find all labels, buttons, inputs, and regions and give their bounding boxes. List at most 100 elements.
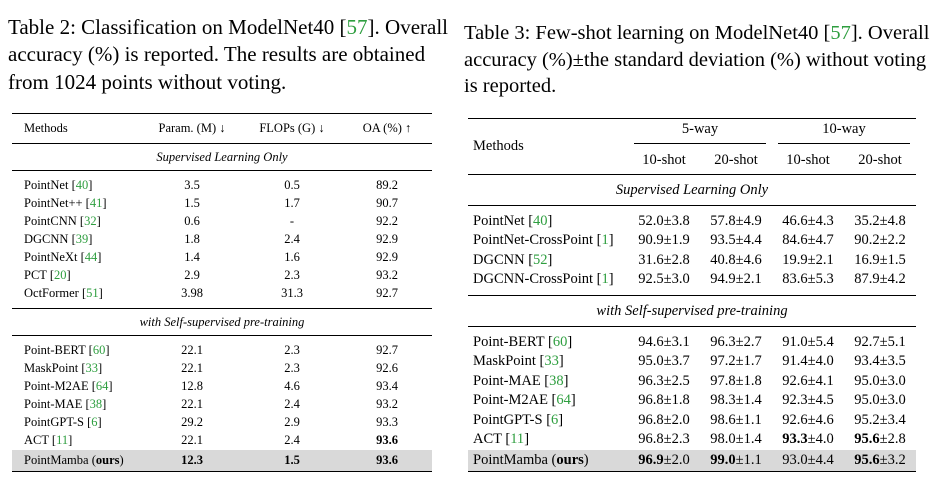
- header-5-way: 5-way: [628, 118, 772, 147]
- citation-link[interactable]: 11: [56, 433, 69, 447]
- header-10-way: 10-way: [772, 118, 916, 147]
- flops-value: 1.7: [284, 196, 300, 210]
- method-name: ACT [11]: [473, 431, 530, 448]
- citation-link[interactable]: 38: [89, 397, 103, 411]
- few-shot-table: Methods 5-way 10-way 10-shot 20-shot 10-…: [468, 118, 916, 472]
- score-value: 19.9±2.1: [782, 251, 834, 268]
- table-row: ACT [11] 96.8±2.3 98.0±1.4 93.3±4.0 95.6±2.8: [468, 430, 916, 450]
- score-value: 93.0±4.4: [772, 449, 844, 472]
- score-value: 92.3±4.5: [782, 392, 834, 409]
- method-name: MaskPoint [33]: [24, 361, 103, 375]
- header-methods: Methods: [468, 118, 628, 175]
- oa-value: 92.2: [376, 214, 398, 228]
- table-row: PointNet++ [41] 1.5 1.7 90.7: [12, 195, 432, 213]
- table-subheader-row: 10-shot 20-shot 10-shot 20-shot: [468, 147, 916, 175]
- citation-link[interactable]: 57: [830, 22, 851, 44]
- citation-link[interactable]: 38: [549, 372, 564, 389]
- table-row: PointGPT-S [6] 29.2 2.9 93.3: [12, 414, 432, 432]
- param-value: 12.3: [142, 449, 242, 472]
- method-name: PointMamba (ours): [12, 449, 142, 472]
- flops-value: 2.4: [284, 232, 300, 246]
- score-value: 96.8±1.8: [638, 392, 690, 409]
- param-value: 22.1: [181, 397, 203, 411]
- score-value: 95.0±3.0: [854, 372, 906, 389]
- citation-link[interactable]: 60: [552, 333, 568, 350]
- citation-link[interactable]: 64: [95, 379, 109, 393]
- flops-value: 2.3: [284, 343, 300, 357]
- score-value: 90.2±2.2: [854, 232, 906, 249]
- oa-value: 92.7: [376, 286, 398, 300]
- method-name: PointMamba (ours): [468, 449, 628, 472]
- oa-value: 93.2: [376, 268, 398, 282]
- oa-value: 92.9: [376, 232, 398, 246]
- citation-link[interactable]: 11: [510, 431, 525, 448]
- score-value: 94.6±3.1: [638, 333, 690, 350]
- param-value: 22.1: [181, 433, 203, 447]
- score-value: 99.0±1.1: [700, 449, 772, 472]
- citation-link[interactable]: 6: [551, 411, 559, 428]
- citation-link[interactable]: 51: [86, 286, 99, 300]
- oa-value: 89.2: [376, 178, 398, 192]
- table-row: ACT [11] 22.1 2.4 93.6: [12, 432, 432, 450]
- param-value: 1.5: [184, 196, 200, 210]
- citation-link[interactable]: 52: [533, 251, 548, 268]
- method-name: PointCNN [32]: [24, 214, 101, 228]
- section-supervised: Supervised Learning Only: [12, 143, 432, 171]
- citation-link[interactable]: 40: [75, 178, 89, 192]
- section-supervised: Supervised Learning Only: [468, 174, 916, 206]
- citation-link[interactable]: 41: [89, 196, 103, 210]
- citation-link[interactable]: 1: [601, 232, 609, 249]
- table-header-row: Methods Param. (M) ↓ FLOPs (G) ↓ OA (%) …: [12, 113, 432, 144]
- method-name: PointNet-CrossPoint [1]: [473, 232, 614, 249]
- citation-link[interactable]: 64: [556, 392, 571, 409]
- oa-value: 92.9: [376, 250, 398, 264]
- table-row: Point-MAE [38] 96.3±2.5 97.8±1.8 92.6±4.1 95…: [468, 372, 916, 392]
- flops-value: 31.3: [281, 286, 303, 300]
- method-name: Point-BERT [60]: [24, 343, 110, 357]
- flops-value: 1.6: [284, 250, 300, 264]
- table-header-row: Methods 5-way 10-way: [468, 118, 916, 175]
- table-row: PointNeXt [44] 1.4 1.6 92.9: [12, 249, 432, 267]
- method-name: PCT [20]: [24, 268, 71, 282]
- method-name: MaskPoint [33]: [473, 353, 564, 370]
- method-name: DGCNN [39]: [24, 232, 93, 246]
- table-row: PointNet [40] 52.0±3.8 57.8±4.9 46.6±4.3 35.…: [468, 212, 916, 232]
- score-value: 57.8±4.9: [710, 212, 762, 229]
- param-value: 1.8: [184, 232, 200, 246]
- citation-link[interactable]: 1: [601, 271, 609, 288]
- citation-link[interactable]: 44: [84, 250, 98, 264]
- citation-link[interactable]: 6: [91, 415, 98, 429]
- oa-value: 93.6: [342, 449, 432, 472]
- table-row-ours: PointMamba (ours) 96.9±2.0 99.0±1.1 93.0…: [468, 449, 916, 472]
- method-name: DGCNN [52]: [473, 251, 553, 268]
- method-name: PointNet [40]: [24, 178, 93, 192]
- oa-value: 90.7: [376, 196, 398, 210]
- citation-link[interactable]: 20: [54, 268, 67, 282]
- table-row: Point-BERT [60] 94.6±3.1 96.3±2.7 91.0±5.4 9…: [468, 333, 916, 353]
- citation-link[interactable]: 40: [533, 212, 548, 229]
- score-value: 96.9±2.0: [628, 449, 700, 472]
- score-value: 92.5±3.0: [638, 271, 690, 288]
- table-row: Point-M2AE [64] 96.8±1.8 98.3±1.4 92.3±4.5 9…: [468, 391, 916, 411]
- method-name: ACT [11]: [24, 433, 73, 447]
- param-value: 3.5: [184, 178, 200, 192]
- section-row: Supervised Learning Only: [12, 143, 432, 171]
- score-value: 31.6±2.8: [638, 251, 690, 268]
- table-row: Point-M2AE [64] 12.8 4.6 93.4: [12, 378, 432, 396]
- citation-link[interactable]: 39: [75, 232, 89, 246]
- score-value: 96.3±2.5: [638, 372, 690, 389]
- score-value: 16.9±1.5: [854, 251, 906, 268]
- citation-link[interactable]: 33: [544, 353, 559, 370]
- citation-link[interactable]: 33: [85, 361, 98, 375]
- header-20-shot: 20-shot: [858, 151, 902, 168]
- citation-link[interactable]: 57: [346, 15, 368, 39]
- table-row: DGCNN [39] 1.8 2.4 92.9: [12, 231, 432, 249]
- citation-link[interactable]: 32: [84, 214, 97, 228]
- score-value: 98.6±1.1: [710, 411, 762, 428]
- oa-value: 93.2: [376, 397, 398, 411]
- citation-link[interactable]: 60: [92, 343, 106, 357]
- header-oa: OA (%) ↑: [342, 113, 432, 144]
- score-value: 97.2±1.7: [710, 353, 762, 370]
- method-name: DGCNN-CrossPoint [1]: [473, 271, 614, 288]
- param-value: 3.98: [181, 286, 203, 300]
